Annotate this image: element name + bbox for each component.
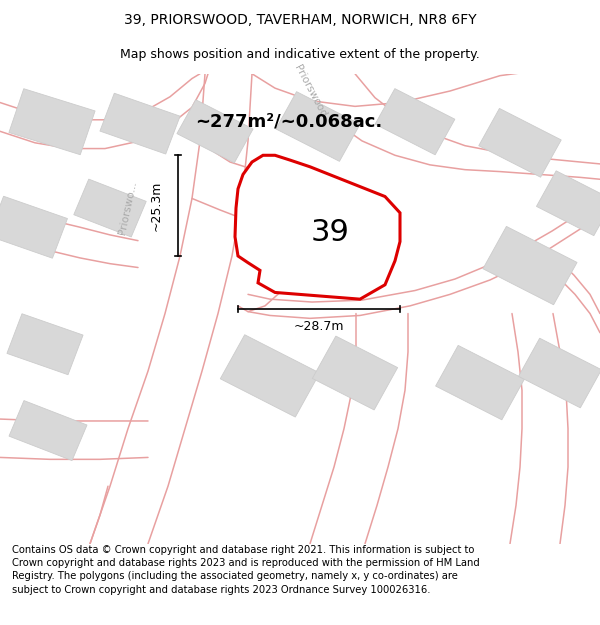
Text: Priorswo...: Priorswo... [118, 180, 139, 236]
Text: ~277m²/~0.068ac.: ~277m²/~0.068ac. [195, 112, 382, 131]
Polygon shape [235, 155, 400, 299]
Polygon shape [313, 336, 398, 410]
Text: 39: 39 [311, 217, 349, 246]
Polygon shape [536, 171, 600, 236]
Polygon shape [479, 108, 561, 177]
Polygon shape [9, 89, 95, 155]
Polygon shape [177, 100, 253, 163]
Polygon shape [220, 335, 320, 417]
Text: ~25.3m: ~25.3m [149, 181, 163, 231]
Text: ~28.7m: ~28.7m [294, 319, 344, 332]
Polygon shape [483, 226, 577, 305]
Text: Contains OS data © Crown copyright and database right 2021. This information is : Contains OS data © Crown copyright and d… [12, 545, 480, 594]
Text: Map shows position and indicative extent of the property.: Map shows position and indicative extent… [120, 48, 480, 61]
Polygon shape [276, 92, 360, 161]
Text: Priorswood: Priorswood [292, 63, 328, 119]
Polygon shape [74, 179, 146, 237]
Polygon shape [9, 401, 87, 461]
Text: 39, PRIORSWOOD, TAVERHAM, NORWICH, NR8 6FY: 39, PRIORSWOOD, TAVERHAM, NORWICH, NR8 6… [124, 13, 476, 28]
Polygon shape [436, 346, 524, 420]
Polygon shape [0, 196, 67, 258]
Polygon shape [100, 93, 180, 154]
Polygon shape [518, 338, 600, 408]
Polygon shape [7, 314, 83, 375]
Polygon shape [375, 89, 455, 155]
